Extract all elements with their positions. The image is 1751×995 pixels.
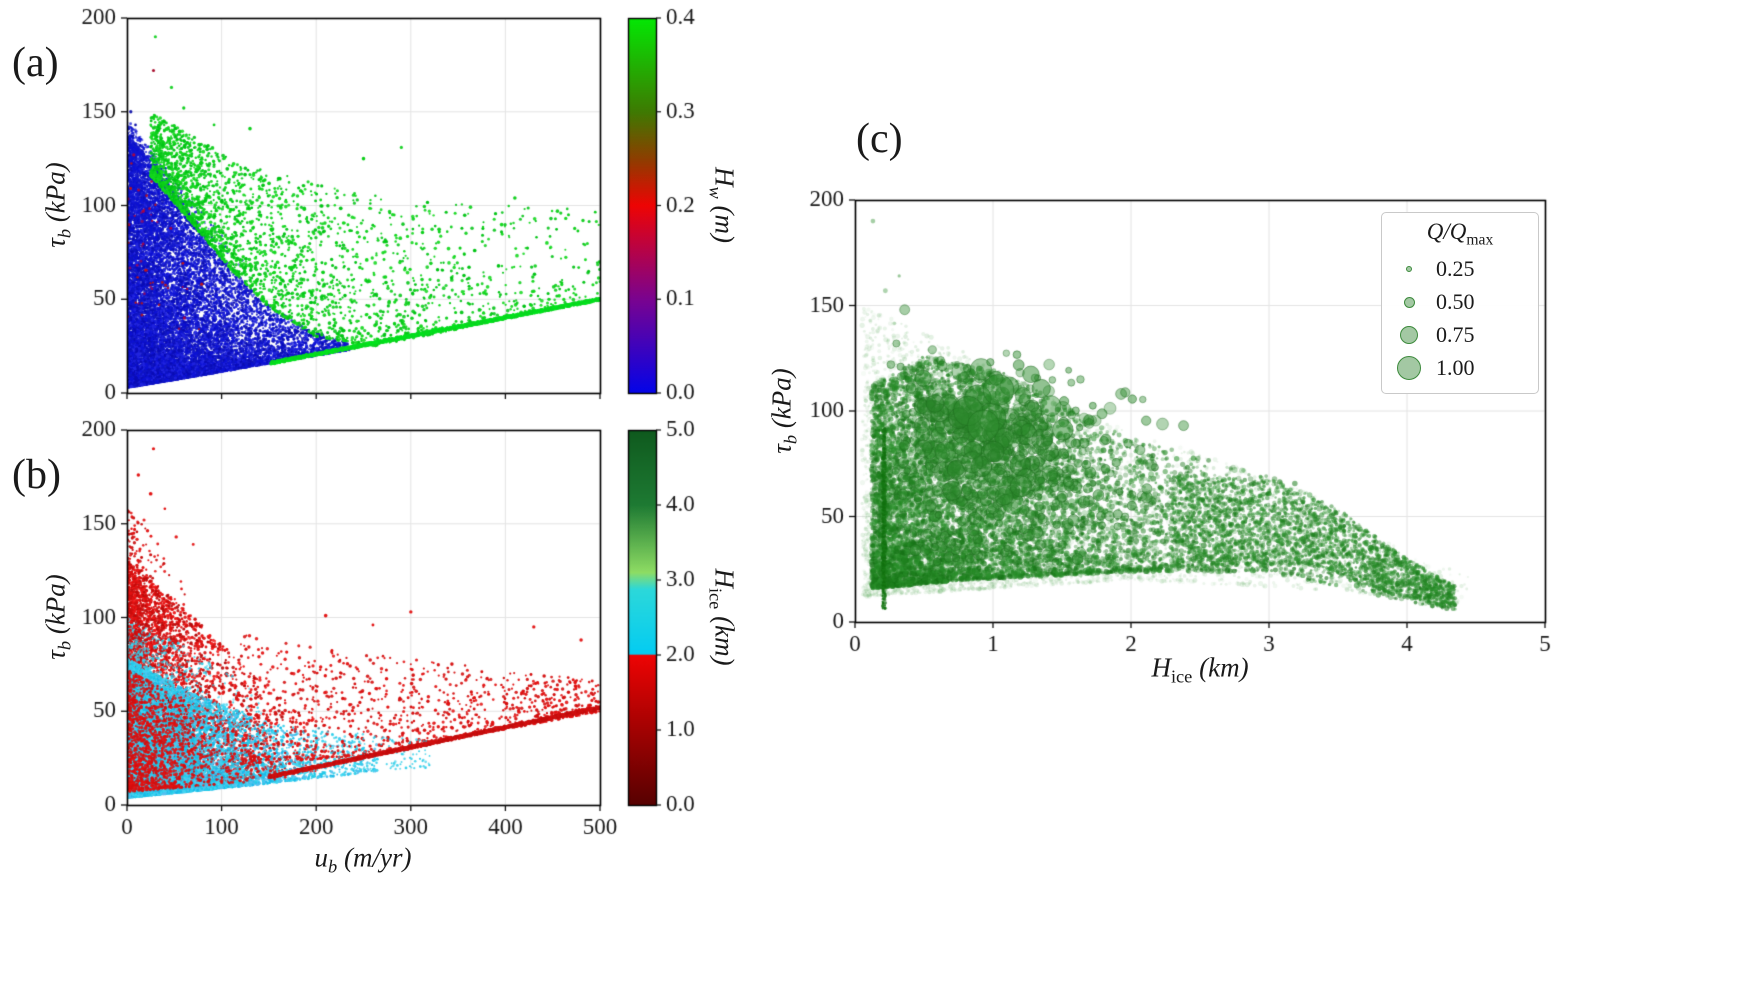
tau-symbol: τ — [40, 650, 71, 660]
hw-symbol: H — [709, 167, 740, 187]
legend-item-075: 0.75 — [1390, 319, 1530, 352]
legend-item-025: 0.25 — [1390, 253, 1530, 286]
tau-symbol: τ — [40, 238, 71, 248]
legend-q-qmax: Q/Qmax 0.25 0.50 0.75 1.00 — [1381, 212, 1539, 394]
legend-item-050: 0.50 — [1390, 286, 1530, 319]
panel-b-ylabel: τb (kPa) — [40, 574, 75, 660]
legend-title: Q/Qmax — [1426, 219, 1494, 249]
bubble-size-icon — [1397, 356, 1421, 381]
colorbar-a-label: Hw (m) — [705, 167, 740, 243]
panel-c-xlabel: Hice (km) — [1151, 652, 1249, 687]
hice-symbol: H — [709, 568, 740, 588]
bubble-size-icon — [1400, 326, 1418, 345]
hice-symbol: H — [1151, 652, 1171, 683]
panel-b-xlabel: ub (m/yr) — [314, 842, 412, 877]
bubble-size-icon — [1406, 266, 1412, 273]
panel-c-tag: (c) — [856, 116, 903, 162]
legend-item-100: 1.00 — [1390, 352, 1530, 385]
tau-symbol: τ — [766, 444, 797, 454]
panel-a-tag: (a) — [12, 40, 59, 86]
colorbar-b-label: Hice (km) — [705, 568, 740, 666]
panel-b-tag: (b) — [12, 452, 61, 498]
bubble-size-icon — [1403, 296, 1415, 308]
panel-c-ylabel: τb (kPa) — [766, 368, 801, 454]
ub-symbol: u — [314, 842, 329, 873]
panel-a-ylabel: τb (kPa) — [40, 162, 75, 248]
